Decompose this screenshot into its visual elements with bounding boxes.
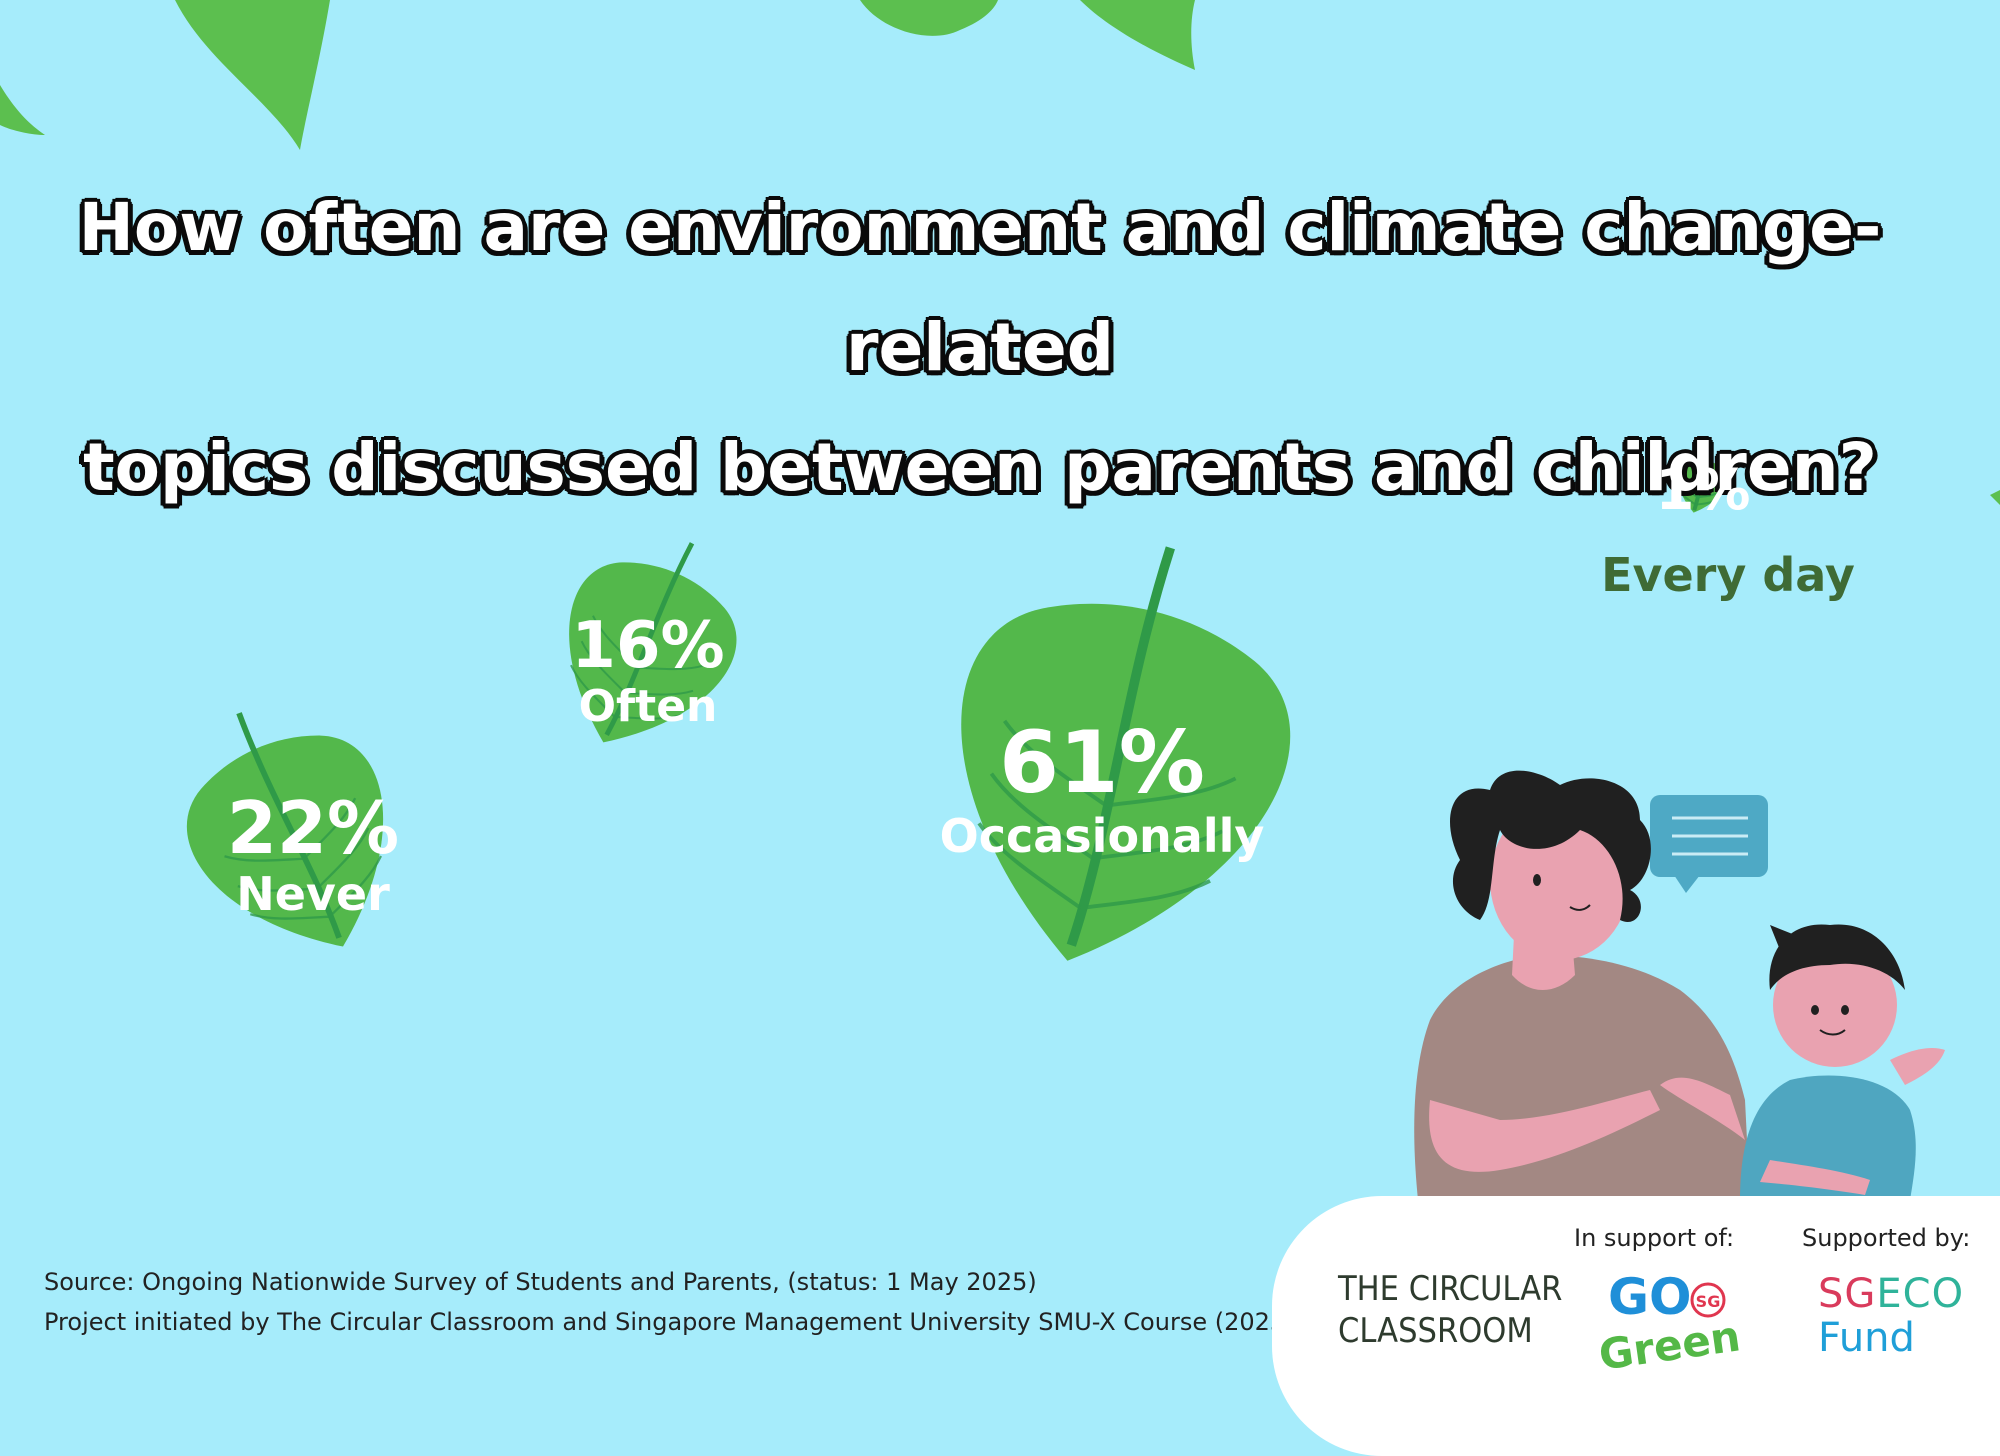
chart-title: How often are environment and climate ch… bbox=[60, 168, 1900, 528]
leaf-vein bbox=[1080, 879, 1211, 910]
speech-bubble-icon bbox=[1650, 795, 1768, 893]
title-line-2: topics discussed between parents and chi… bbox=[83, 429, 1877, 506]
leaf-vein bbox=[1105, 776, 1237, 808]
decor-leaves bbox=[0, 0, 2000, 505]
leaf-never bbox=[186, 712, 383, 947]
leaf-occasionally bbox=[961, 546, 1291, 961]
leaf-label-occasionally: 61% Occasionally bbox=[940, 718, 1265, 864]
value-label: 22% bbox=[226, 786, 400, 870]
leaf-label-often: 16% Often bbox=[571, 612, 724, 734]
decor-leaf-icon bbox=[860, 0, 998, 36]
leaf-vein bbox=[1679, 491, 1697, 506]
leaf-every-day bbox=[1677, 450, 1727, 513]
leaf-vein bbox=[570, 664, 616, 718]
leaf-vein bbox=[625, 689, 694, 696]
leaf-vein bbox=[1695, 499, 1716, 506]
leaf-vein bbox=[1683, 476, 1700, 491]
leaf-vein bbox=[1002, 719, 1108, 808]
leaf-vein bbox=[614, 713, 683, 720]
leaf-vein bbox=[237, 884, 318, 892]
chart-leaves bbox=[186, 450, 1727, 961]
leaf-vein bbox=[1066, 546, 1175, 947]
leaf-vein bbox=[1697, 492, 1718, 499]
decor-leaf-icon bbox=[175, 0, 330, 150]
leaf-icon bbox=[961, 603, 1291, 961]
category-label: Every day bbox=[1601, 548, 1855, 602]
leaf-vein bbox=[328, 855, 382, 918]
leaf-vein bbox=[1092, 829, 1224, 861]
leaf-vein bbox=[977, 822, 1082, 910]
leaf-icon bbox=[186, 735, 383, 947]
category-label: Often bbox=[578, 681, 718, 732]
value-label: 16% bbox=[571, 609, 725, 683]
leaf-vein bbox=[316, 827, 370, 890]
leaf-vein bbox=[1692, 450, 1711, 511]
decor-leaf-icon bbox=[1990, 490, 2000, 505]
leaf-vein bbox=[224, 855, 304, 862]
leaf-vein bbox=[989, 772, 1095, 860]
leaf-vein bbox=[592, 615, 638, 669]
category-label: Never bbox=[236, 867, 390, 921]
value-label: 1% bbox=[1655, 458, 1751, 523]
leaf-icon bbox=[569, 562, 737, 743]
leaf-vein bbox=[1699, 484, 1720, 491]
leaf-vein bbox=[303, 797, 357, 860]
value-label: 61% bbox=[999, 713, 1205, 813]
title-line-1: How often are environment and climate ch… bbox=[78, 189, 1882, 386]
leaf-vein bbox=[580, 640, 627, 694]
leaf-vein bbox=[1681, 483, 1699, 499]
leaf-vein bbox=[636, 664, 705, 671]
leaf-vein bbox=[236, 712, 342, 939]
infographic-scene bbox=[0, 0, 2000, 1200]
decor-leaf-icon bbox=[1080, 0, 1195, 70]
category-label: Occasionally bbox=[939, 809, 1265, 863]
leaf-label-never: 22% Never bbox=[227, 790, 399, 922]
leaf-often bbox=[569, 542, 737, 743]
leaf-vein bbox=[249, 913, 330, 920]
parent-child-illustration bbox=[1414, 770, 1945, 1200]
decor-leaf-icon bbox=[0, 85, 45, 135]
leaf-vein bbox=[604, 542, 695, 737]
